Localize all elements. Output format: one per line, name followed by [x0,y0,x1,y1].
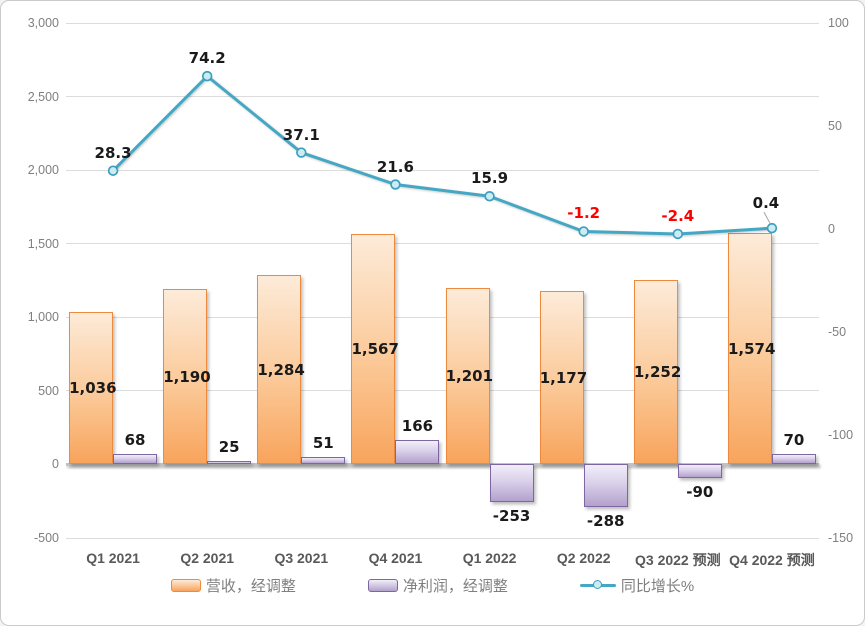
revenue-bar [445,287,490,465]
revenue-bar [351,233,396,465]
netprofit-bar [113,454,158,465]
category-label: Q2 2021 [180,550,235,566]
legend-revenue: 营收，经调整 [170,575,296,596]
line-marker [484,190,495,202]
gridline [66,243,819,245]
revenue-bar [539,291,584,465]
netprofit-bar [677,464,722,478]
gridline [66,22,819,24]
line-value-label: -1.2 [567,204,601,223]
left-axis-tick: 500 [38,383,59,398]
left-axis-tick: -500 [33,531,59,545]
legend: 营收，经调整 净利润，经调整 同比增长% [1,575,864,596]
revenue-bar-label: 1,201 [445,367,494,386]
revenue-bar-label: 1,252 [633,363,682,382]
revenue-bar-label: 1,177 [539,368,588,387]
netprofit-bar-label: 70 [783,431,805,450]
line-marker [107,165,119,176]
line-value-label: -2.4 [661,206,695,225]
line-value-label: 0.4 [752,194,780,213]
category-label: Q1 2022 [462,550,517,566]
category-label: Q4 2022 预测 [729,552,815,568]
label-leader-line [763,211,771,224]
revenue-bar-label: 1,567 [351,340,399,359]
line-value-label: 74.2 [188,49,226,68]
revenue-swatch [170,579,201,592]
gridline [66,169,819,171]
right-axis-tick: 50 [828,119,842,133]
legend-revenue-label: 营收，经调整 [205,578,296,595]
revenue-bar-label: 1,190 [163,367,211,386]
legend-growth: 同比增长% [579,575,695,596]
line-value-label: 21.6 [376,157,414,176]
category-axis-line [66,462,819,466]
netprofit-bar [301,456,346,465]
netprofit-bar [395,440,440,465]
netprofit-bar [489,464,534,502]
legend-netprofit-label: 净利润，经调整 [402,578,508,595]
category-label: Q3 2022 预测 [635,552,721,568]
revenue-bar [633,280,678,465]
netprofit-bar-label: -90 [686,482,714,501]
left-axis-tick: 0 [52,457,59,472]
left-axis-tick: 2,000 [27,163,59,178]
gridline [66,96,819,98]
line-marker [672,228,684,240]
revenue-bar-label: 1,574 [727,339,776,358]
right-axis-tick: -50 [828,325,847,339]
netprofit-bar-label: 166 [401,417,434,435]
line-swatch-marker [592,580,602,589]
line-value-label: 15.9 [471,169,509,188]
gridline [66,390,819,392]
netprofit-bar [583,464,628,507]
netprofit-bar-label: -253 [492,506,531,525]
netprofit-bar-label: 68 [124,431,146,450]
netprofit-bar-label: -288 [586,511,625,530]
gridline [66,537,819,539]
category-label: Q2 2022 [556,550,611,566]
legend-netprofit: 净利润，经调整 [367,575,508,596]
line-marker [578,226,589,237]
right-axis-tick: -100 [828,428,854,442]
netprofit-bar [771,454,816,465]
netprofit-bar-label: 25 [218,437,240,456]
right-axis-tick: 0 [828,222,835,236]
category-label: Q3 2021 [274,550,329,566]
category-label: Q1 2021 [86,550,140,566]
gridline [66,316,819,318]
netprofit-swatch [367,579,398,592]
right-axis-tick: -150 [828,531,854,545]
line-marker [201,70,213,82]
right-axis-tick: 100 [828,16,849,30]
line-marker [766,222,778,234]
left-axis-tick: 1,500 [27,236,59,251]
revenue-bar-label: 1,284 [257,360,305,379]
revenue-bar [727,232,772,465]
legend-growth-label: 同比增长% [620,578,695,595]
revenue-bar-label: 1,036 [69,379,117,398]
netprofit-bar-label: 51 [312,433,334,452]
line-value-label: 28.3 [94,143,132,162]
left-axis-tick: 1,000 [27,310,59,325]
revenue-bar [69,311,114,465]
line-value-label: 37.1 [282,125,320,144]
revenue-bar [257,275,302,465]
left-axis-tick: 3,000 [27,16,59,30]
line-marker [296,147,307,158]
growth-line-swatch [579,579,616,592]
category-label: Q4 2021 [368,550,423,566]
netprofit-bar [207,460,252,465]
left-axis-tick: 2,500 [27,89,59,104]
line-marker [390,179,401,190]
revenue-bar [163,289,208,465]
